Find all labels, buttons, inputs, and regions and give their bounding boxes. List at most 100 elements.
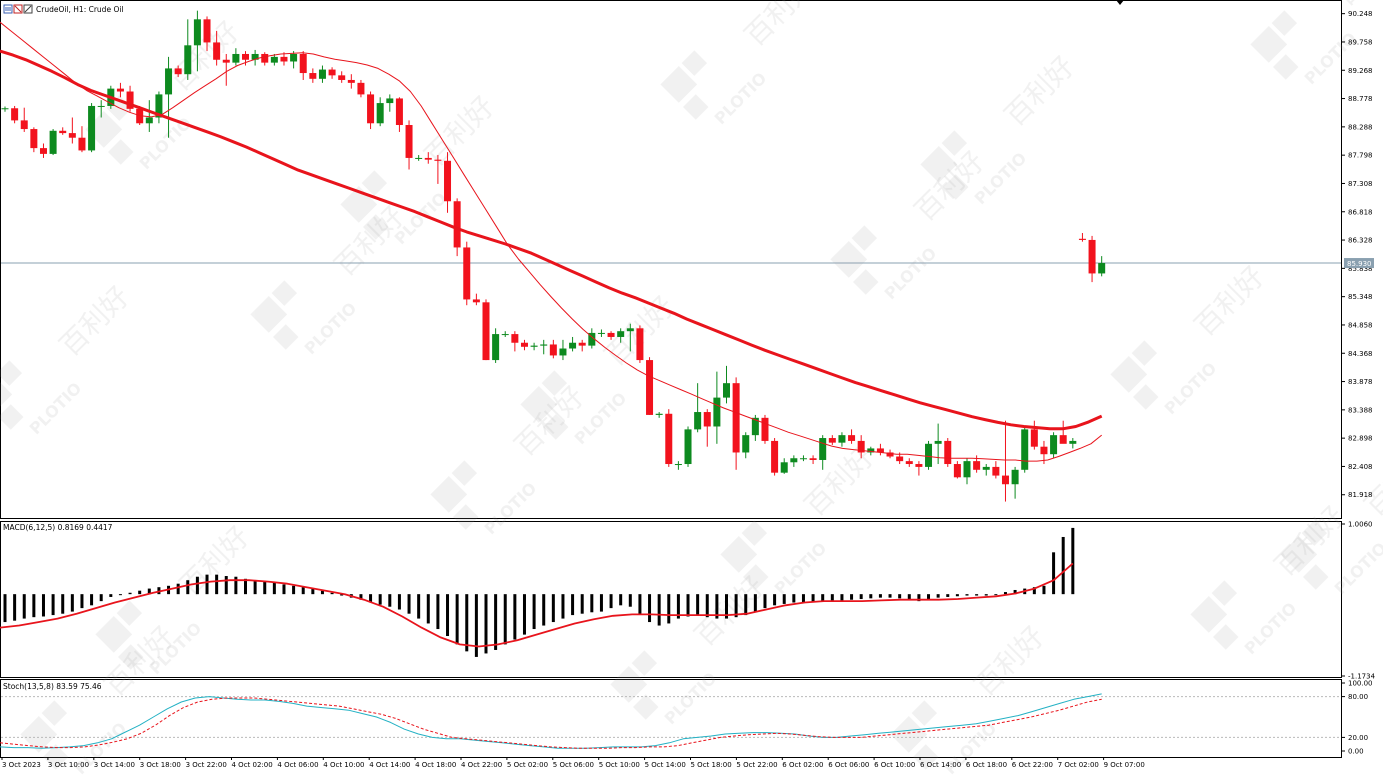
candle-body [819, 438, 827, 460]
macd-bar [840, 594, 844, 601]
candle-body [665, 413, 673, 465]
candle-body [376, 103, 384, 124]
candle [424, 152, 432, 164]
candle-body [617, 331, 625, 337]
macd-bar [13, 594, 17, 621]
candle-body [511, 334, 519, 343]
macd-bar [426, 594, 430, 624]
candle-body [501, 334, 509, 336]
macd-bar [1052, 552, 1056, 595]
candle-body [395, 98, 403, 126]
macd-bar [907, 594, 911, 600]
candle-body [694, 412, 702, 430]
time-axis-label: 7 Oct 02:00 [1058, 761, 1099, 769]
candle [242, 51, 249, 66]
candle [905, 458, 913, 467]
watermark-logo [0, 404, 24, 430]
candle [97, 100, 105, 118]
macd-bar [1071, 527, 1075, 595]
macd-bar [725, 594, 728, 619]
macd-bar [138, 590, 142, 595]
candle [251, 49, 259, 66]
time-axis-label: 6 Oct 22:00 [1012, 761, 1053, 769]
candle-body [636, 328, 644, 361]
candle [607, 331, 615, 340]
candle-body [222, 59, 230, 63]
candle-body [39, 148, 47, 154]
candle-body [434, 159, 442, 161]
candle-body [338, 75, 346, 80]
candle [280, 52, 288, 66]
macd-bar [801, 594, 805, 603]
candle [511, 331, 519, 352]
candle [597, 329, 605, 337]
watermark-logo [541, 370, 568, 396]
ma-fast-line [0, 21, 1103, 462]
candle-body [1050, 435, 1058, 455]
macd-bar [1032, 587, 1036, 595]
macd-bar [648, 594, 652, 623]
time-axis-label: 5 Oct 10:00 [599, 761, 640, 769]
watermark-brand: PLOTIO [1161, 358, 1221, 418]
price-axis-label: 88.288 [1348, 123, 1373, 131]
macd-panel[interactable] [0, 521, 1342, 678]
candle [222, 53, 230, 86]
macd-bar [859, 594, 863, 600]
candle-body [1, 108, 9, 110]
candle-body [540, 344, 548, 346]
stoch-panel[interactable] [0, 679, 1342, 758]
candle [39, 143, 47, 158]
candle [463, 241, 471, 306]
macd-bar [215, 574, 219, 595]
candle-body [232, 53, 240, 63]
chart-shift-marker[interactable] [1116, 0, 1124, 5]
macd-bar [474, 594, 478, 657]
price-axis-label: 82.408 [1348, 463, 1373, 471]
candle [1021, 426, 1029, 473]
macd-bar [176, 583, 180, 595]
candle [790, 455, 798, 467]
candle [915, 461, 923, 476]
candle [299, 51, 307, 80]
macd-bar [878, 594, 882, 598]
macd-bar [494, 594, 498, 650]
candle-body [184, 45, 192, 75]
candle-body [973, 461, 981, 470]
candle-body [886, 452, 894, 457]
macd-bar [3, 594, 7, 623]
watermark-logo [271, 280, 298, 306]
macd-bar [686, 594, 690, 617]
price-axis-label: 84.368 [1348, 350, 1373, 358]
candle-body [1011, 469, 1019, 485]
candle [799, 455, 807, 462]
macd-bar [984, 594, 988, 596]
candle-body [386, 98, 394, 104]
macd-bar [455, 594, 459, 645]
macd-bar [821, 594, 825, 602]
candle [338, 71, 346, 83]
price-panel[interactable] [0, 0, 1342, 519]
candle-body [944, 440, 952, 465]
candle-body [530, 345, 538, 347]
candle-body [761, 417, 769, 441]
candle-body [848, 435, 856, 441]
candle [1069, 438, 1077, 449]
macd-bar [1003, 592, 1007, 595]
candle-body [982, 466, 990, 470]
candle-body [799, 458, 807, 460]
macd-bar [320, 590, 324, 595]
candle [492, 328, 500, 363]
macd-bar [253, 580, 257, 595]
watermark-brand: PLOTIO [136, 113, 196, 173]
watermark-brand: PLOTIO [1241, 598, 1301, 658]
macd-bar [513, 594, 517, 640]
candle-body [809, 458, 817, 460]
candle-body [193, 19, 201, 46]
chart-window-icon[interactable] [3, 4, 33, 14]
candle [549, 339, 557, 359]
candle [376, 97, 384, 127]
candle [732, 377, 740, 470]
